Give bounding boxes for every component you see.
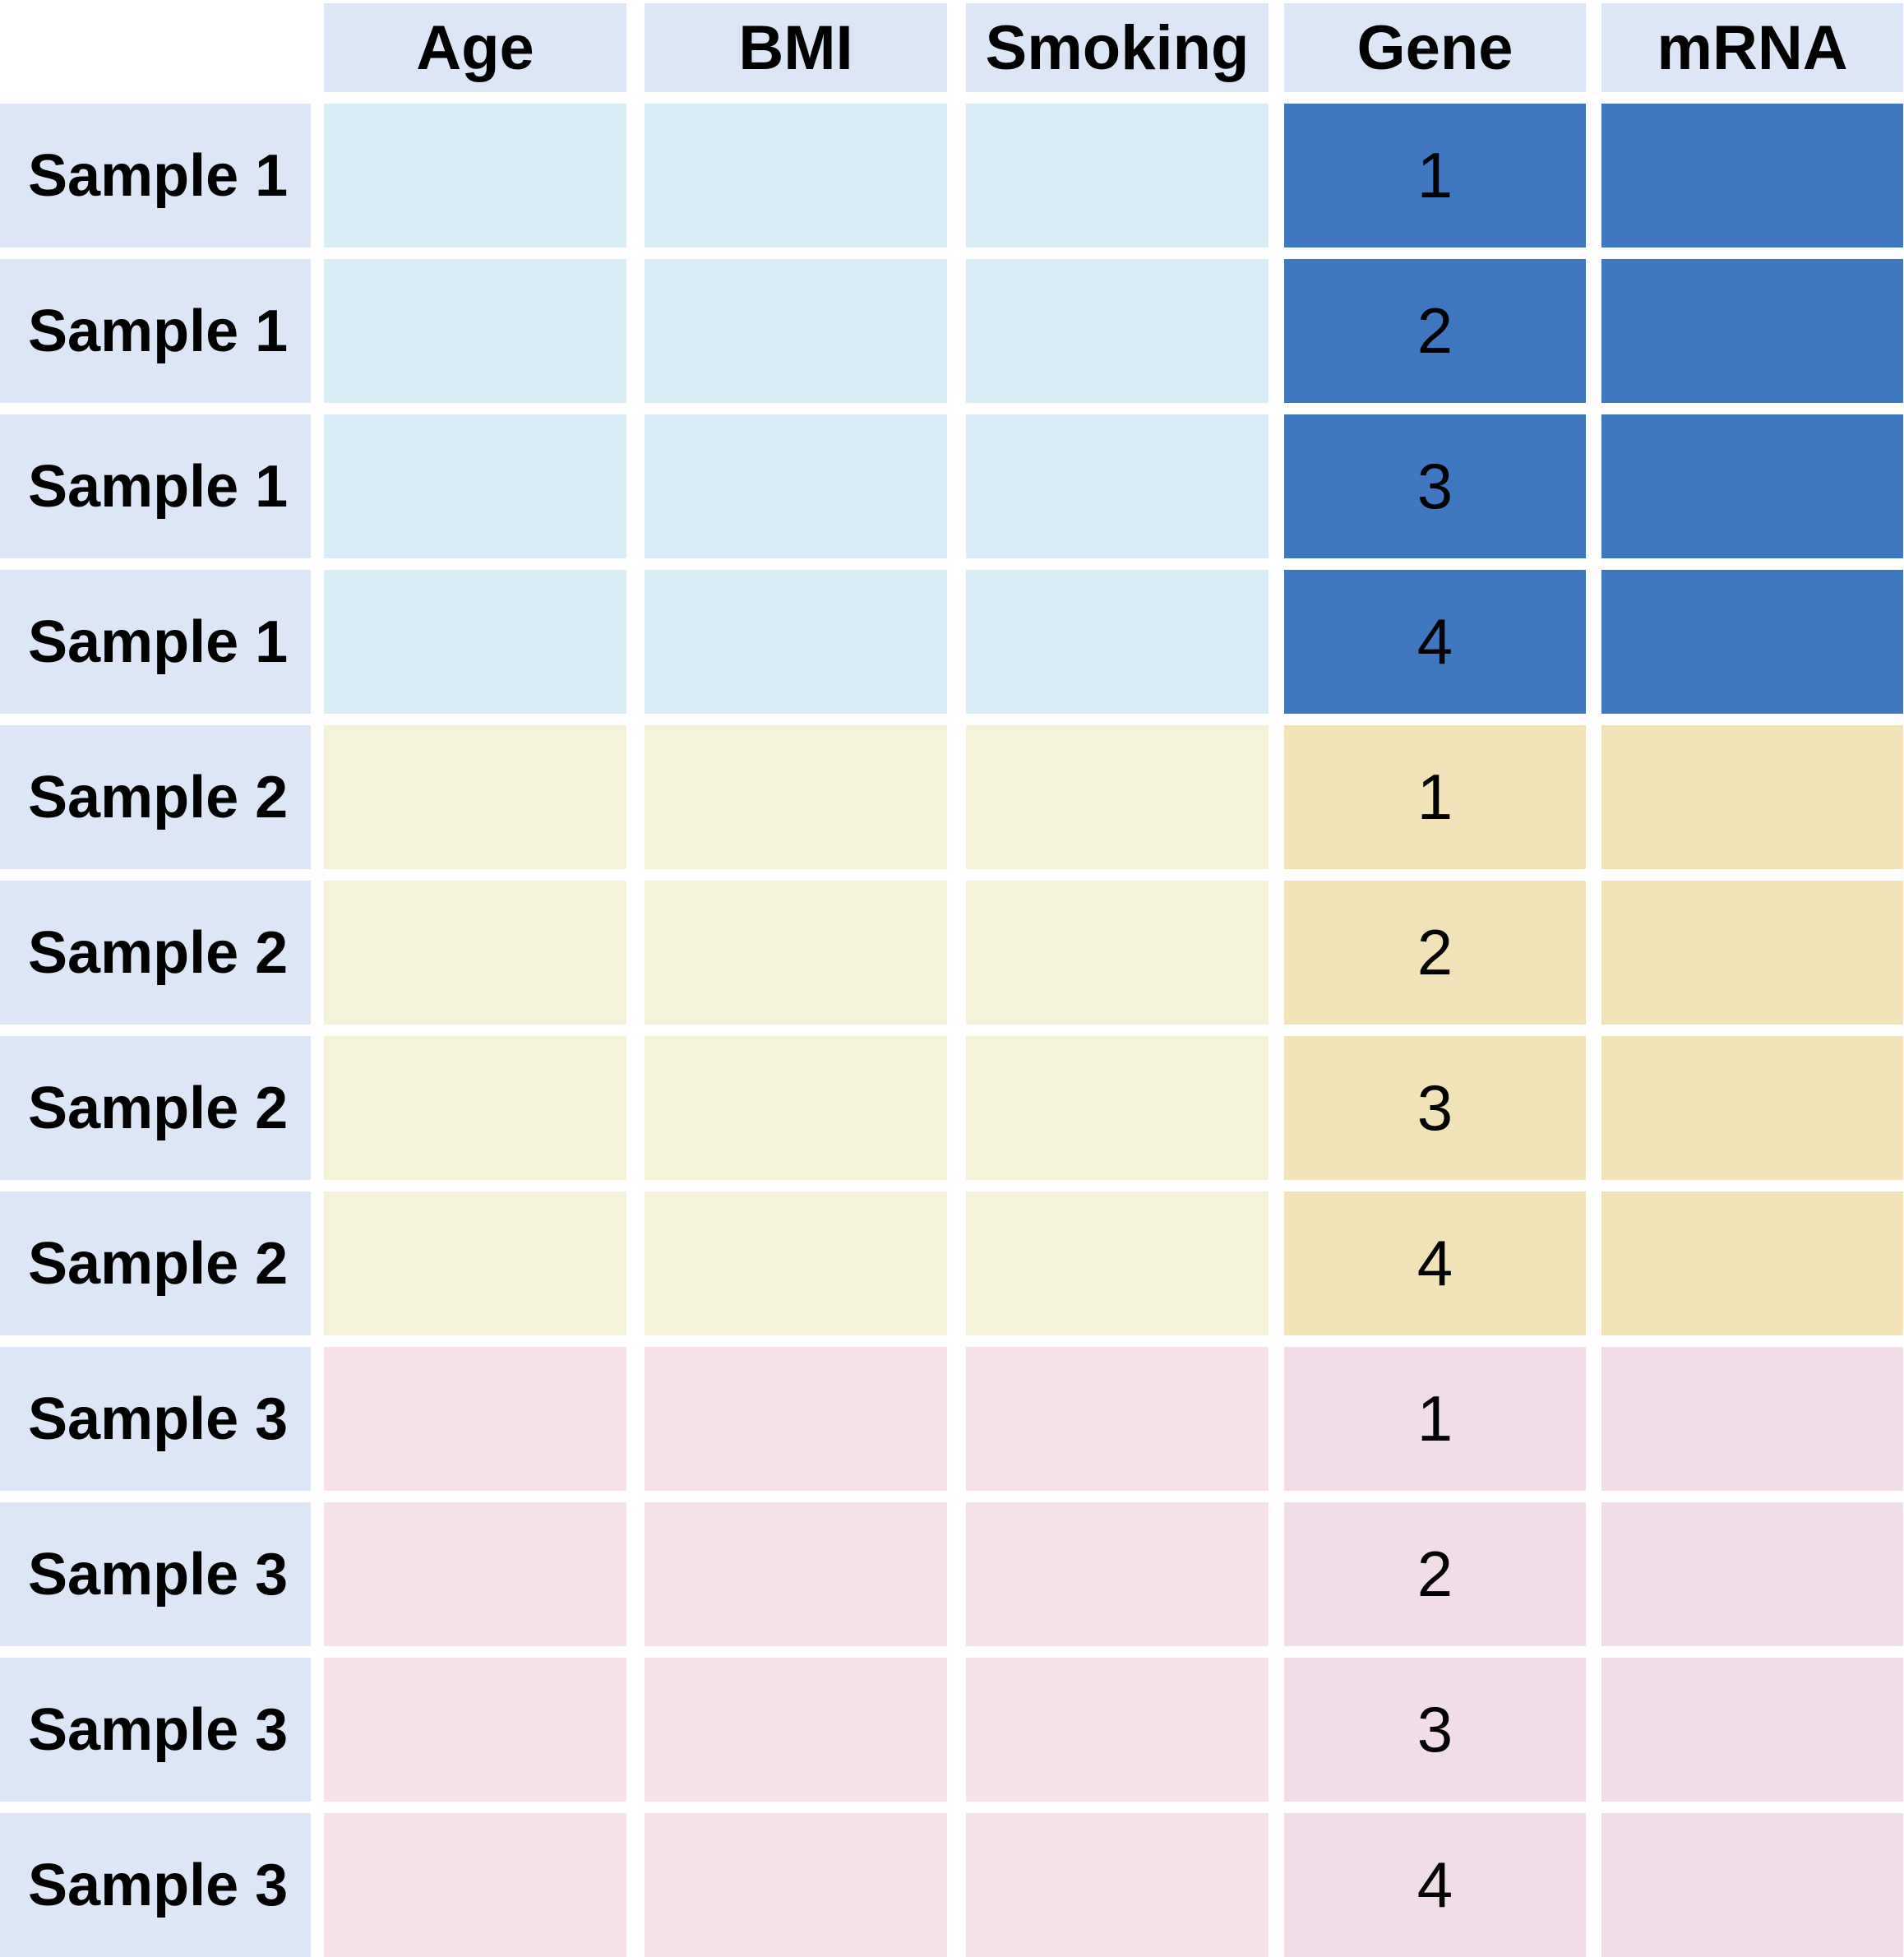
age-cell <box>324 881 626 1025</box>
gene-cell: 1 <box>1284 1347 1586 1491</box>
age-cell <box>324 259 626 403</box>
row-label: Sample 2 <box>0 725 311 869</box>
smoking-cell <box>966 1191 1269 1335</box>
column-header-gene: Gene <box>1284 3 1586 92</box>
smoking-cell <box>966 1658 1269 1802</box>
smoking-cell <box>966 1347 1269 1491</box>
smoking-cell <box>966 414 1269 558</box>
mrna-cell <box>1601 1813 1903 1957</box>
row-label: Sample 1 <box>0 104 311 248</box>
bmi-cell <box>645 881 947 1025</box>
row-label: Sample 1 <box>0 570 311 714</box>
bmi-cell <box>645 259 947 403</box>
smoking-cell <box>966 259 1269 403</box>
gene-cell: 3 <box>1284 414 1586 558</box>
mrna-cell <box>1601 570 1903 714</box>
smoking-cell <box>966 570 1269 714</box>
row-label: Sample 1 <box>0 259 311 403</box>
row-label: Sample 3 <box>0 1347 311 1491</box>
bmi-cell <box>645 1347 947 1491</box>
bmi-cell <box>645 725 947 869</box>
age-cell <box>324 414 626 558</box>
age-cell <box>324 1347 626 1491</box>
mrna-cell <box>1601 259 1903 403</box>
bmi-cell <box>645 1036 947 1180</box>
age-cell <box>324 570 626 714</box>
gene-cell: 4 <box>1284 1191 1586 1335</box>
age-cell <box>324 1191 626 1335</box>
row-label: Sample 3 <box>0 1813 311 1957</box>
mrna-cell <box>1601 1502 1903 1646</box>
smoking-cell <box>966 104 1269 248</box>
bmi-cell <box>645 570 947 714</box>
mrna-cell <box>1601 1347 1903 1491</box>
gene-cell: 2 <box>1284 1502 1586 1646</box>
bmi-cell <box>645 1813 947 1957</box>
age-cell <box>324 1658 626 1802</box>
age-cell <box>324 104 626 248</box>
column-header-smoking: Smoking <box>966 3 1269 92</box>
gene-cell: 4 <box>1284 570 1586 714</box>
bmi-cell <box>645 414 947 558</box>
gene-cell: 2 <box>1284 259 1586 403</box>
smoking-cell <box>966 1036 1269 1180</box>
age-cell <box>324 1502 626 1646</box>
row-label: Sample 2 <box>0 1191 311 1335</box>
bmi-cell <box>645 104 947 248</box>
row-label: Sample 2 <box>0 1036 311 1180</box>
column-header-mrna: mRNA <box>1601 3 1903 92</box>
gene-cell: 1 <box>1284 104 1586 248</box>
bmi-cell <box>645 1191 947 1335</box>
column-header-bmi: BMI <box>645 3 947 92</box>
age-cell <box>324 1813 626 1957</box>
bmi-cell <box>645 1502 947 1646</box>
mrna-cell <box>1601 1191 1903 1335</box>
row-label: Sample 1 <box>0 414 311 558</box>
row-label: Sample 3 <box>0 1502 311 1646</box>
smoking-cell <box>966 1502 1269 1646</box>
gene-cell: 3 <box>1284 1036 1586 1180</box>
gene-cell: 3 <box>1284 1658 1586 1802</box>
age-cell <box>324 1036 626 1180</box>
mrna-cell <box>1601 725 1903 869</box>
age-cell <box>324 725 626 869</box>
gene-cell: 2 <box>1284 881 1586 1025</box>
row-label: Sample 2 <box>0 881 311 1025</box>
row-label: Sample 3 <box>0 1658 311 1802</box>
gene-cell: 1 <box>1284 725 1586 869</box>
smoking-cell <box>966 881 1269 1025</box>
bmi-cell <box>645 1658 947 1802</box>
mrna-cell <box>1601 104 1903 248</box>
smoking-cell <box>966 1813 1269 1957</box>
gene-cell: 4 <box>1284 1813 1586 1957</box>
mrna-cell <box>1601 1036 1903 1180</box>
mrna-cell <box>1601 881 1903 1025</box>
mrna-cell <box>1601 1658 1903 1802</box>
smoking-cell <box>966 725 1269 869</box>
column-header-age: Age <box>324 3 626 92</box>
mrna-cell <box>1601 414 1903 558</box>
